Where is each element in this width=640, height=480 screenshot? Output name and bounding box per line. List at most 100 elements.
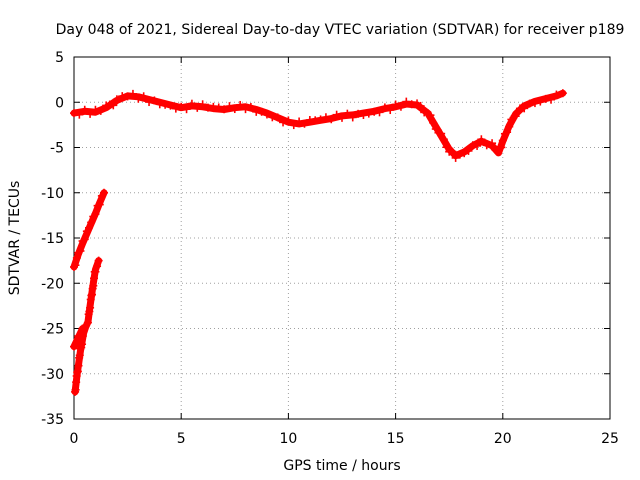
y-tick-label: -20 (41, 276, 64, 292)
data-point (520, 104, 529, 113)
data-point (284, 116, 293, 125)
data-point (230, 105, 239, 114)
data-point (448, 147, 457, 156)
data-point (171, 104, 180, 113)
data-point (402, 97, 411, 106)
data-point (503, 128, 512, 137)
data-point (429, 118, 438, 127)
data-point (134, 94, 143, 103)
data-point (536, 97, 545, 106)
data-point (86, 109, 95, 118)
data-point (442, 143, 451, 152)
data-point (541, 94, 550, 103)
data-point (321, 113, 330, 122)
data-point (182, 105, 191, 114)
data-point (407, 100, 416, 109)
data-point (386, 106, 395, 115)
y-tick-label: -35 (41, 412, 64, 428)
data-point (391, 100, 400, 109)
y-axis-title: SDTVAR / TECUs (7, 181, 23, 296)
data-point (80, 105, 89, 114)
data-point (150, 96, 159, 105)
data-point (348, 113, 357, 122)
y-tick-label: -25 (41, 322, 64, 338)
data-point (91, 105, 100, 114)
data-point (75, 110, 84, 119)
data-point (85, 223, 94, 232)
data-point (139, 92, 148, 101)
data-point (375, 108, 384, 117)
data-point (498, 136, 507, 145)
x-tick-label: 10 (279, 431, 297, 447)
data-point (547, 95, 556, 104)
data-point (109, 101, 118, 110)
x-axis-title: GPS time / hours (283, 458, 400, 474)
data-point (497, 143, 506, 152)
data-point (530, 99, 539, 108)
data-point (289, 121, 298, 130)
data-point (473, 141, 482, 150)
data-point (505, 122, 514, 131)
data-point (327, 115, 336, 124)
data-point (93, 262, 102, 271)
data-point (145, 98, 154, 107)
data-point (225, 102, 234, 111)
y-tick-label: 0 (55, 95, 64, 111)
data-point (482, 141, 491, 150)
data-point (364, 109, 373, 118)
data-point (246, 103, 255, 112)
data-point (72, 253, 81, 262)
data-point (76, 247, 85, 256)
data-point (198, 100, 207, 109)
data-point (426, 111, 435, 120)
data-point (78, 324, 87, 333)
data-point (123, 92, 132, 101)
data-point (177, 102, 186, 111)
data-point (241, 105, 250, 114)
data-point (83, 318, 92, 327)
data-point (94, 256, 103, 265)
data-point (71, 261, 80, 270)
y-tick-label: -5 (50, 141, 64, 157)
data-point (71, 385, 80, 394)
data-point (112, 95, 121, 104)
data-point (311, 116, 320, 125)
data-point (76, 331, 85, 340)
axis-ticks: 0 5 10 15 20 25 -35 -30 -25 -20 -15 -10 -5 0 5 (41, 50, 619, 447)
data-point (91, 210, 100, 219)
data-marks (70, 89, 567, 396)
data-point (257, 107, 266, 116)
data-point (161, 100, 170, 109)
data-point (100, 188, 109, 197)
data-point (338, 113, 346, 122)
data-point (96, 106, 105, 115)
data-point (552, 90, 561, 99)
data-point (76, 344, 85, 353)
data-point (262, 110, 271, 119)
data-point (354, 109, 363, 118)
data-point (74, 361, 83, 370)
data-point (460, 149, 469, 158)
data-point (87, 218, 96, 227)
y-tick-label: -15 (41, 231, 64, 247)
data-point (316, 115, 325, 124)
data-point (214, 103, 223, 112)
data-point (295, 117, 304, 126)
data-point (220, 105, 229, 114)
data-point (300, 119, 309, 128)
grid (74, 57, 610, 419)
data-point (464, 146, 473, 155)
x-tick-label: 0 (70, 431, 79, 447)
data-point (72, 340, 81, 349)
data-point (439, 135, 448, 144)
x-tick-label: 5 (177, 431, 186, 447)
data-point (193, 103, 202, 112)
data-point (396, 102, 405, 111)
data-point (511, 112, 520, 121)
data-point (91, 267, 100, 276)
data-point (359, 111, 368, 120)
data-point (70, 262, 78, 271)
data-point (166, 101, 175, 110)
y-tick-label: -30 (41, 367, 64, 383)
data-point (86, 303, 95, 312)
